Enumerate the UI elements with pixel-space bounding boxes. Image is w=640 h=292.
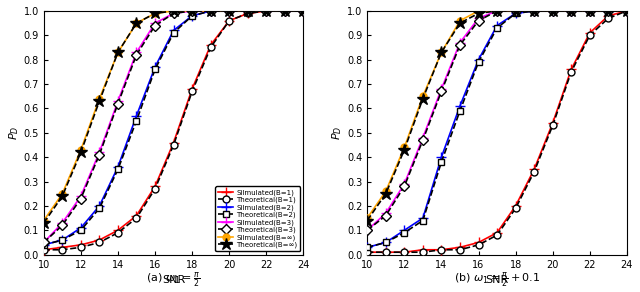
Legend: Silmulated(B=1), Theoretical(B=1), Silmulated(B=2), Theoretical(B=2), Silmulated: Silmulated(B=1), Theoretical(B=1), Silmu… xyxy=(215,186,300,251)
Y-axis label: $P_D$: $P_D$ xyxy=(7,126,20,140)
Text: (a) $\omega_1 = \frac{\pi}{2}$: (a) $\omega_1 = \frac{\pi}{2}$ xyxy=(147,270,201,289)
Text: (b) $\omega_1 = \frac{\pi}{2} + 0.1$: (b) $\omega_1 = \frac{\pi}{2} + 0.1$ xyxy=(454,270,540,289)
X-axis label: SNR: SNR xyxy=(485,275,509,285)
X-axis label: SNR: SNR xyxy=(162,275,185,285)
Y-axis label: $P_D$: $P_D$ xyxy=(330,126,344,140)
